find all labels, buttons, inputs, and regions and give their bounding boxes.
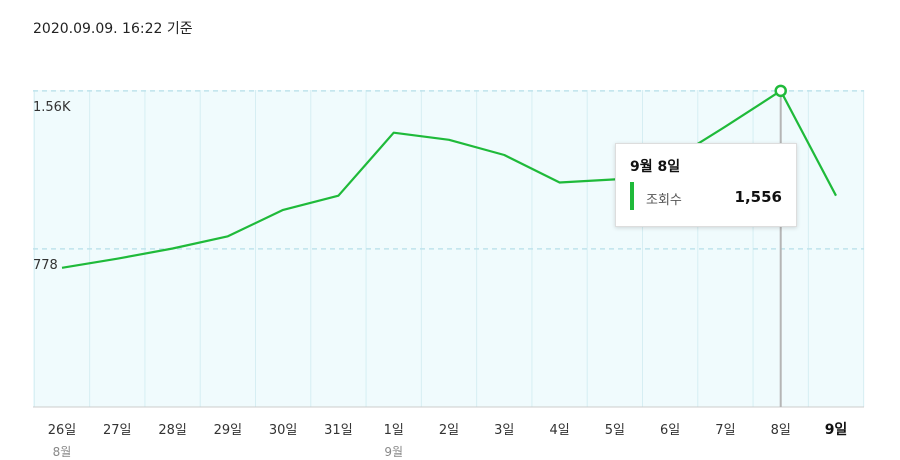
x-axis-labels: 26일 27일 28일 29일 30일 31일 1일 2일 3일 4일 5일 6일 7일 8일 9일 8월 9월 — [48, 422, 848, 459]
month-label: 9월 — [384, 445, 403, 459]
tooltip-series-swatch — [630, 182, 634, 210]
x-tick-label: 29일 — [214, 423, 243, 438]
x-tick-label: 9일 — [825, 422, 848, 438]
series-line-조회수 — [61, 89, 837, 269]
x-tick-label: 5일 — [605, 423, 625, 438]
x-tick-label: 7일 — [715, 423, 735, 438]
month-label: 8월 — [53, 445, 72, 459]
x-tick-label: 4일 — [549, 423, 569, 438]
tooltip-series-name: 조회수 — [646, 193, 682, 208]
x-tick-label: 6일 — [660, 423, 680, 438]
x-tick-label: 3일 — [494, 423, 514, 438]
x-tick-label: 2일 — [439, 423, 459, 438]
x-tick-label: 26일 — [48, 423, 77, 438]
x-tick-label: 8일 — [771, 423, 791, 438]
x-tick-label: 30일 — [269, 423, 298, 438]
tooltip-value: 1,556 — [734, 188, 782, 206]
x-tick-label: 31일 — [324, 423, 353, 438]
y-tick-label: 1.56K — [33, 100, 71, 115]
timestamp-label: 2020.09.09. 16:22 기준 — [33, 21, 193, 37]
x-tick-label: 1일 — [384, 423, 404, 438]
x-tick-label: 27일 — [103, 423, 132, 438]
chart-tooltip: 9월 8일 조회수 1,556 — [615, 143, 797, 227]
tooltip-date: 9월 8일 — [630, 159, 681, 175]
y-axis-labels: 778 1.56K — [33, 100, 71, 273]
x-tick-label: 28일 — [158, 423, 187, 438]
hover-point-marker[interactable] — [774, 84, 787, 98]
y-tick-label: 778 — [33, 258, 58, 273]
